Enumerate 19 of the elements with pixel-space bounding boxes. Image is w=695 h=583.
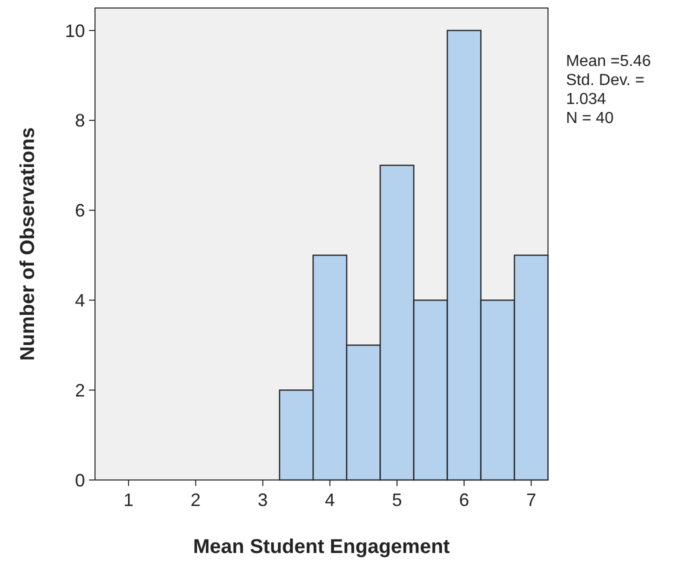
- x-tick-label: 6: [459, 490, 470, 510]
- x-tick-label: 1: [124, 490, 134, 510]
- y-tick-label: 10: [64, 20, 85, 41]
- y-tick-label: 4: [74, 290, 85, 310]
- y-tick-label: 2: [74, 380, 85, 400]
- x-tick-label: 5: [392, 490, 402, 510]
- text: 1.034: [566, 91, 606, 108]
- y-tick-label: 8: [74, 110, 85, 131]
- text: Std. Dev. =: [566, 72, 644, 89]
- x-tick-label: 7: [526, 490, 536, 510]
- y-axis-title: Number of Observations: [17, 127, 39, 361]
- x-tick-label: 4: [324, 490, 335, 510]
- y-tick-label: 0: [74, 470, 85, 490]
- y-tick-label: 6: [74, 200, 85, 221]
- text: Mean =5.46: [566, 53, 652, 70]
- x-tick-label: 2: [190, 490, 201, 510]
- x-tick-label: 3: [258, 490, 268, 510]
- x-axis-title: Mean Student Engagement: [193, 536, 450, 558]
- text: N = 40: [566, 110, 614, 127]
